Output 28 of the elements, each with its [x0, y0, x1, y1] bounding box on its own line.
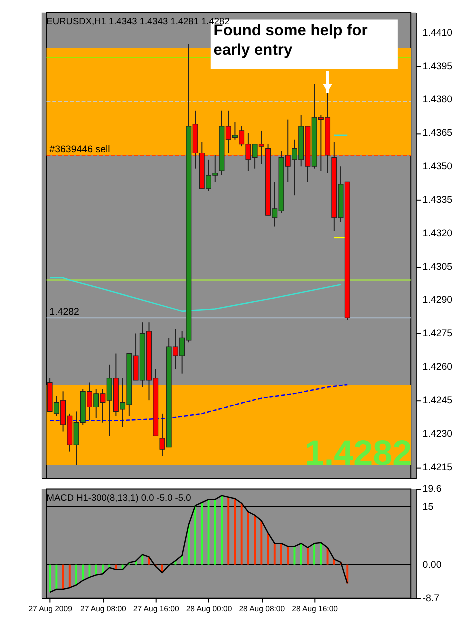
y-tick-label: 1.4245 [422, 395, 453, 406]
y-tick-label: 1.4320 [422, 228, 453, 240]
x-tick-label: 28 Aug 08:00 [239, 604, 286, 614]
y-tick-label: 15 [422, 502, 434, 513]
y-tick-label: 1.4395 [422, 61, 453, 72]
y-tick-label: 1.4410 [422, 28, 453, 39]
x-tick-label: 27 Aug 2009 [28, 604, 72, 614]
y-tick-label: 1.4380 [422, 94, 453, 106]
y-tick-label: 1.4350 [422, 162, 453, 173]
y-tick-label: 1.4275 [422, 328, 453, 340]
y-tick-label: 1.4260 [422, 362, 453, 374]
y-tick-label: 1.4230 [422, 428, 453, 440]
chart-title: MACD H1-300(8,13,1) 0.0 -5.0 -5.0 [46, 492, 192, 503]
y-tick-label: -8.7 [422, 593, 440, 604]
y-tick-label: 1.4215 [422, 462, 453, 474]
y-tick-label: 0.00 [422, 560, 442, 571]
y-tick-label: 1.4365 [422, 128, 453, 140]
x-tick-label: 27 Aug 16:00 [133, 604, 180, 614]
ref-line-label: #3639446 sell [50, 144, 110, 156]
y-tick-label: 1.4335 [422, 194, 453, 206]
y-tick-label: 1.4305 [422, 262, 453, 273]
x-tick-label: 28 Aug 00:00 [186, 604, 233, 614]
annotation: 1.4282 [304, 434, 412, 473]
x-tick-label: 28 Aug 16:00 [292, 604, 339, 614]
y-tick-label: 19.6 [422, 484, 442, 496]
ref-line-label: 1.4282 [50, 307, 80, 318]
y-tick-label: 1.4290 [422, 295, 453, 306]
x-tick-label: 27 Aug 08:00 [80, 604, 128, 614]
